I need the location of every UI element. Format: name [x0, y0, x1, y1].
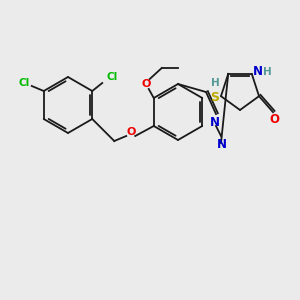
Text: H: H [263, 67, 272, 77]
Text: N: N [253, 65, 263, 78]
Text: H: H [211, 78, 219, 88]
Text: Cl: Cl [106, 72, 118, 82]
Text: S: S [211, 91, 220, 104]
Text: O: O [127, 127, 136, 137]
Text: Cl: Cl [18, 78, 29, 88]
Text: O: O [269, 113, 279, 126]
Text: O: O [141, 79, 150, 89]
Text: N: N [210, 116, 220, 128]
Text: N: N [217, 139, 227, 152]
